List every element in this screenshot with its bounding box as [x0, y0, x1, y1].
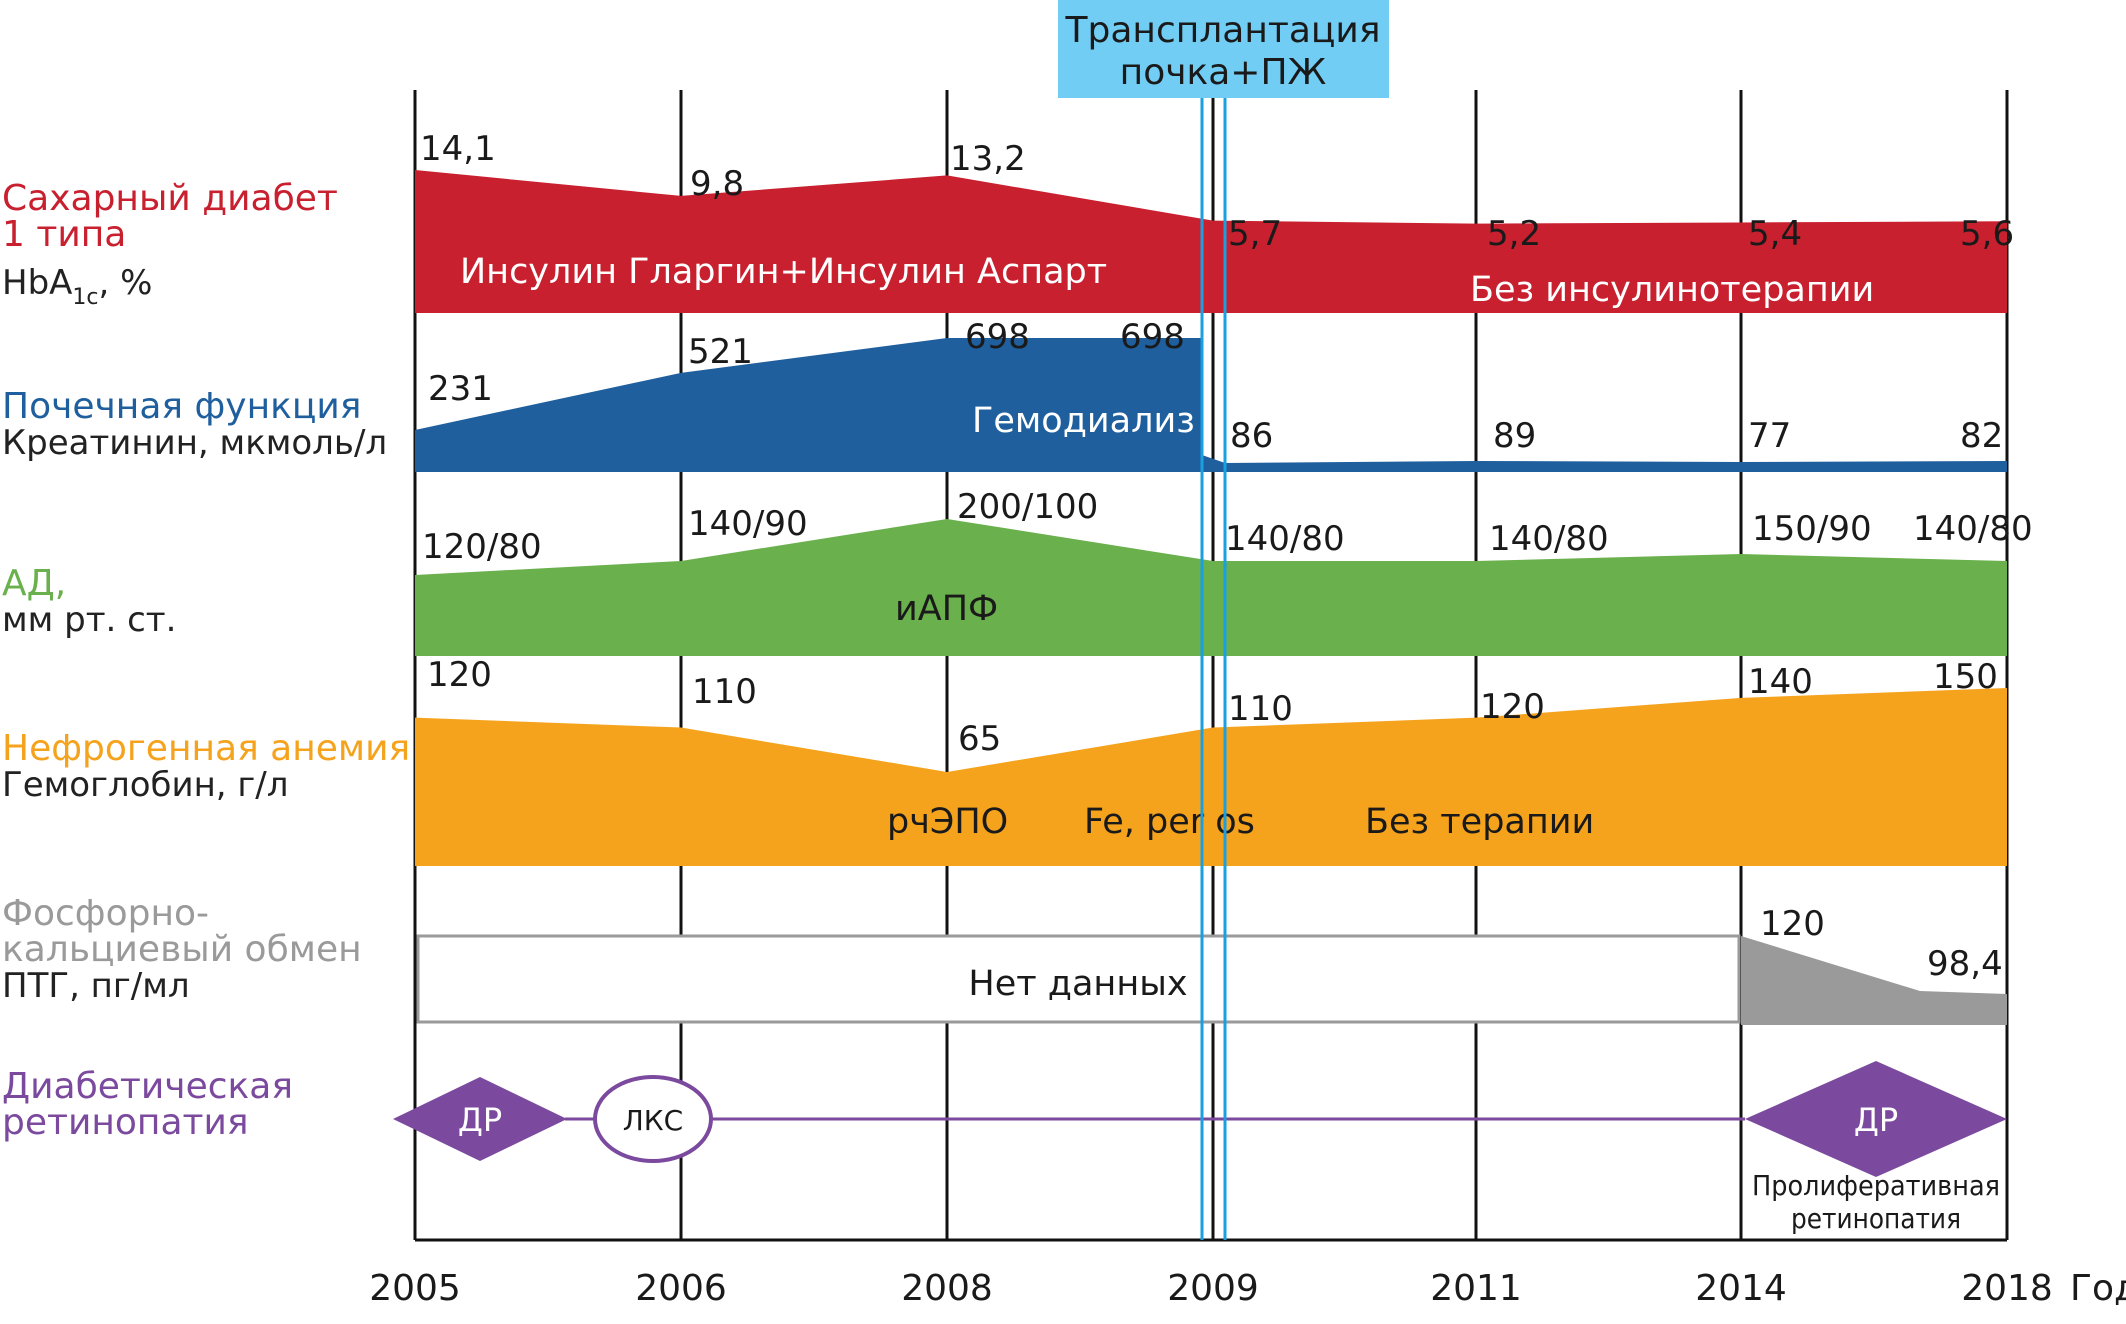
- year-tick-2009: 2009: [1167, 1268, 1259, 1309]
- bp-value-2014: 150/90: [1752, 509, 1872, 549]
- row-subtitle-bp: мм рт. ст.: [2, 600, 176, 640]
- row-title-anemia-0: Нефрогенная анемия: [2, 728, 410, 769]
- bp-value-2006: 140/90: [688, 504, 808, 544]
- retinopathy-marker-lks: [593, 1075, 713, 1163]
- creatinine-value-6: 77: [1748, 416, 1791, 456]
- bp-area: [415, 519, 2007, 656]
- therapy-hemodialysis: Гемодиализ: [972, 401, 1195, 441]
- retinopathy-marker-dr-2018: [1745, 1061, 2007, 1177]
- hemoglobin-value-2008: 65: [958, 719, 1001, 759]
- creatinine-value-4: 86: [1230, 416, 1273, 456]
- therapy-iron: Fe, per os: [1084, 802, 1255, 842]
- hba1c-area: [415, 170, 2007, 313]
- bp-value-2005: 120/80: [422, 527, 542, 567]
- creatinine-value-3: 698: [1120, 317, 1185, 357]
- row-title-diabetes-0: Сахарный диабет: [2, 178, 338, 219]
- hemoglobin-area: [415, 688, 2007, 866]
- row-title-diabetes-1: 1 типа: [2, 214, 126, 255]
- retinopathy-dr-label-2005: ДР: [458, 1101, 502, 1139]
- pth-value-2018: 98,4: [1927, 944, 2003, 984]
- row-title-retinopathy-0: Диабетическая: [2, 1066, 293, 1107]
- bp-value-2011: 140/80: [1489, 519, 1609, 559]
- hba1c-value-2009: 5,7: [1228, 214, 1282, 254]
- year-tick-2006: 2006: [635, 1268, 727, 1309]
- transplant-label-line2: почка+ПЖ: [1120, 52, 1327, 93]
- row-subtitle-renal: Креатинин, мкмоль/л: [2, 423, 387, 463]
- hba1c-value-2008: 13,2: [950, 139, 1026, 179]
- row-title-pth-1: кальциевый обмен: [2, 929, 362, 970]
- therapy-none: Без терапии: [1365, 802, 1594, 842]
- hemoglobin-value-2009: 110: [1228, 689, 1293, 729]
- pth-value-2014: 120: [1760, 904, 1825, 944]
- therapy-no-insulin: Без инсулинотерапии: [1470, 270, 1874, 310]
- pth-area: [1741, 936, 2007, 1025]
- retinopathy-lks-label: ЛКС: [623, 1104, 683, 1137]
- hemoglobin-value-2014: 140: [1748, 662, 1813, 702]
- x-axis-label: Год: [2070, 1268, 2126, 1309]
- transplant-label-line1: Трансплантация: [1065, 10, 1381, 51]
- retinopathy-marker-dr-2005: [393, 1077, 567, 1161]
- bp-value-2009: 140/80: [1225, 519, 1345, 559]
- transplant-event-box: [1058, 0, 1389, 98]
- bp-value-2018: 140/80: [1913, 509, 2033, 549]
- creatinine-value-1: 521: [688, 332, 753, 372]
- row-title-pth-0: Фосфорно-: [2, 893, 209, 934]
- year-tick-2014: 2014: [1695, 1268, 1787, 1309]
- year-tick-2018: 2018: [1961, 1268, 2053, 1309]
- hemoglobin-value-2011: 120: [1480, 687, 1545, 727]
- row-title-bp-0: АД,: [2, 563, 66, 604]
- row-subtitle-pth: ПТГ, пг/мл: [2, 966, 190, 1006]
- creatinine-value-0: 231: [428, 369, 493, 409]
- hba1c-value-2005: 14,1: [420, 129, 496, 169]
- no-data-box: [416, 934, 1741, 1024]
- row-subtitle-anemia: Гемоглобин, г/л: [2, 765, 288, 805]
- year-tick-2011: 2011: [1430, 1268, 1522, 1309]
- hba-unit: , %: [99, 263, 153, 303]
- hba1c-value-2011: 5,2: [1487, 214, 1541, 254]
- hemoglobin-value-2005: 120: [427, 655, 492, 695]
- retinopathy-note-line1: Пролиферативная: [1752, 1169, 2000, 1202]
- creatinine-area: [415, 338, 2007, 472]
- bp-value-2008: 200/100: [957, 487, 1098, 527]
- creatinine-value-5: 89: [1493, 416, 1536, 456]
- hba1c-value-2006: 9,8: [690, 164, 744, 204]
- year-tick-2005: 2005: [369, 1268, 461, 1309]
- row-title-retinopathy-1: ретинопатия: [2, 1102, 249, 1143]
- retinopathy-note-line2: ретинопатия: [1791, 1202, 1961, 1235]
- hba1c-value-2018: 5,6: [1960, 214, 2014, 254]
- hba-text: HbA: [2, 263, 72, 303]
- hemoglobin-value-2018: 150: [1933, 657, 1998, 697]
- therapy-ace-inhibitor: иАПФ: [895, 589, 998, 629]
- hemoglobin-value-2006: 110: [692, 672, 757, 712]
- creatinine-value-7: 82: [1960, 416, 2003, 456]
- therapy-epo: рчЭПО: [887, 802, 1008, 842]
- row-title-renal-0: Почечная функция: [2, 386, 361, 427]
- no-data-label: Нет данных: [968, 964, 1187, 1004]
- hba1c-value-2014: 5,4: [1748, 214, 1802, 254]
- therapy-insulin: Инсулин Гларгин+Инсулин Аспарт: [460, 252, 1107, 292]
- year-tick-2008: 2008: [901, 1268, 993, 1309]
- retinopathy-dr-label-2018: ДР: [1854, 1101, 1898, 1139]
- row-subtitle-diabetes: HbA1c, %: [2, 263, 152, 310]
- hba-subscript: 1c: [72, 285, 98, 310]
- creatinine-value-2: 698: [965, 317, 1030, 357]
